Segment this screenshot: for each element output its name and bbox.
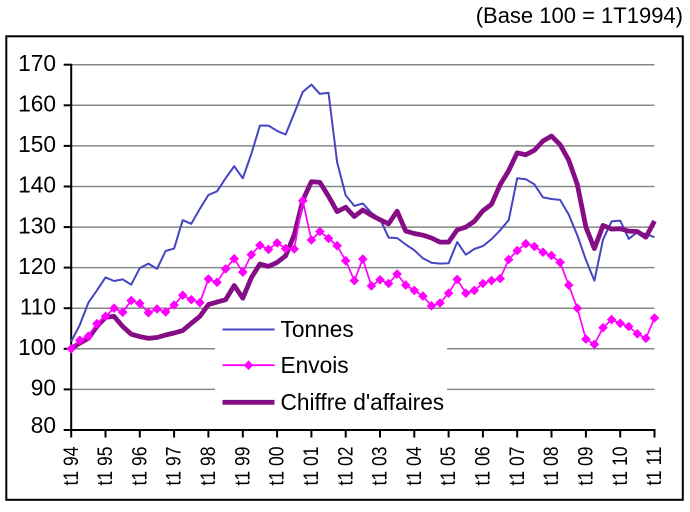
svg-text:170: 170 xyxy=(18,50,56,76)
svg-text:140: 140 xyxy=(18,172,56,198)
svg-text:t1 06: t1 06 xyxy=(471,446,495,485)
svg-text:120: 120 xyxy=(18,253,56,279)
svg-text:t1 10: t1 10 xyxy=(608,446,632,485)
svg-text:t1 94: t1 94 xyxy=(59,446,83,485)
svg-text:Envois: Envois xyxy=(281,352,349,378)
svg-text:150: 150 xyxy=(18,131,56,157)
svg-text:t1 04: t1 04 xyxy=(402,446,426,485)
svg-text:t1 98: t1 98 xyxy=(196,446,220,485)
svg-text:t1 96: t1 96 xyxy=(127,446,151,485)
svg-text:t1 03: t1 03 xyxy=(368,446,392,485)
svg-text:t1 97: t1 97 xyxy=(162,447,186,486)
svg-text:90: 90 xyxy=(31,375,56,401)
svg-text:t1 11: t1 11 xyxy=(642,447,666,486)
svg-text:t1 05: t1 05 xyxy=(436,446,460,485)
svg-text:t1 08: t1 08 xyxy=(539,446,563,485)
svg-text:t1 02: t1 02 xyxy=(333,447,357,486)
svg-text:130: 130 xyxy=(18,212,56,238)
svg-text:Tonnes: Tonnes xyxy=(281,316,354,342)
svg-text:t1 01: t1 01 xyxy=(299,447,323,486)
svg-text:(Base 100 = 1T1994): (Base 100 = 1T1994) xyxy=(476,3,683,28)
svg-text:t1 09: t1 09 xyxy=(574,447,598,486)
svg-text:t1 00: t1 00 xyxy=(265,446,289,485)
svg-text:Chiffre d'affaires: Chiffre d'affaires xyxy=(281,389,445,415)
svg-text:110: 110 xyxy=(20,293,56,319)
svg-text:t1 99: t1 99 xyxy=(230,447,254,486)
svg-text:80: 80 xyxy=(31,412,56,438)
svg-text:t1 95: t1 95 xyxy=(93,446,117,485)
svg-text:t1 07: t1 07 xyxy=(505,447,529,486)
svg-text:100: 100 xyxy=(18,334,56,360)
svg-text:160: 160 xyxy=(18,91,56,117)
